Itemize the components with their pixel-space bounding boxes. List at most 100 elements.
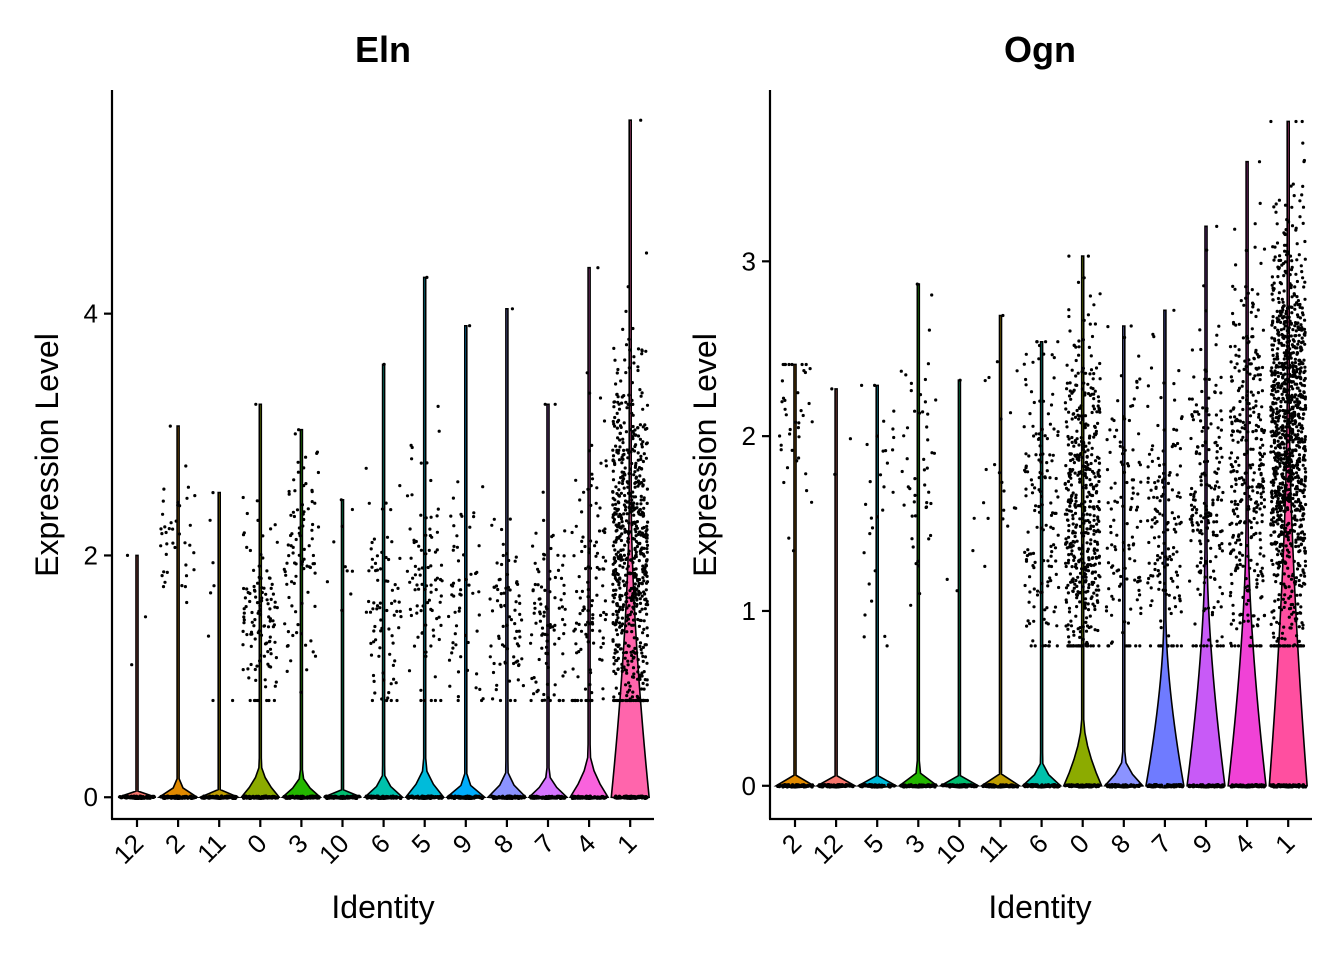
jitter-point (1096, 628, 1100, 633)
jitter-point (429, 583, 433, 587)
jitter-point (1203, 784, 1207, 788)
jitter-point (1121, 452, 1125, 456)
jitter-point (578, 612, 582, 616)
jitter-point (454, 624, 459, 628)
jitter-point (1244, 438, 1248, 442)
jitter-point (451, 548, 455, 552)
jitter-point (588, 683, 592, 687)
jitter-point (595, 593, 599, 597)
jitter-point (390, 588, 394, 592)
jitter-point (1070, 440, 1074, 444)
jitter-point (645, 626, 649, 630)
jitter-point (618, 534, 622, 538)
jitter-point (632, 655, 636, 659)
jitter-point (546, 665, 550, 670)
jitter-point (1229, 641, 1233, 646)
jitter-point (544, 661, 549, 666)
jitter-point (1027, 600, 1031, 604)
jitter-point (128, 795, 133, 799)
jitter-point (533, 606, 537, 610)
jitter-point (242, 618, 246, 622)
jitter-point (1162, 485, 1166, 489)
jitter-point (306, 507, 310, 511)
jitter-point (1241, 407, 1245, 412)
jitter-point (645, 599, 649, 604)
jitter-point (588, 622, 592, 626)
expr-points-5 (405, 275, 444, 703)
jitter-point (630, 695, 635, 699)
jitter-point (613, 569, 618, 573)
jitter-point (617, 698, 621, 703)
jitter-point (1081, 585, 1085, 589)
jitter-point (1093, 551, 1097, 556)
jitter-point (162, 794, 167, 799)
jitter-point (926, 362, 931, 366)
jitter-point (255, 499, 259, 503)
jitter-point (294, 537, 298, 542)
jitter-point (253, 667, 257, 672)
jitter-point (1074, 614, 1078, 618)
jitter-point (1075, 593, 1079, 597)
jitter-point (1073, 555, 1077, 560)
jitter-point (474, 571, 478, 576)
jitter-point (1262, 430, 1266, 435)
jitter-point (594, 576, 598, 580)
jitter-point (1256, 624, 1260, 628)
jitter-point (1081, 366, 1085, 370)
jitter-point (1046, 584, 1050, 588)
jitter-point (1215, 456, 1219, 460)
jitter-point (1090, 446, 1094, 450)
jitter-point (864, 502, 868, 506)
jitter-point (1138, 463, 1142, 467)
jitter-point (1191, 644, 1195, 648)
jitter-point (618, 577, 622, 581)
jitter-point (1196, 587, 1200, 591)
jitter-point (1238, 558, 1242, 562)
jitter-point (451, 641, 455, 645)
jitter-point (1113, 545, 1117, 549)
jitter-point (627, 337, 631, 341)
jitter-point (297, 526, 301, 530)
jitter-point (1097, 588, 1101, 592)
x-tick-label-6: 6 (364, 828, 395, 859)
jitter-point (211, 491, 215, 495)
jitter-point (583, 544, 587, 549)
jitter-point (611, 515, 615, 520)
jitter-point (1069, 619, 1073, 623)
jitter-point (614, 686, 618, 690)
jitter-point (413, 573, 417, 577)
jitter-point (1150, 459, 1154, 463)
jitter-point (621, 608, 625, 612)
jitter-point (579, 629, 584, 633)
jitter-point (1022, 362, 1026, 366)
jitter-point (1258, 507, 1262, 511)
jitter-point (1063, 783, 1068, 788)
jitter-point (1171, 579, 1175, 583)
jitter-point (192, 568, 196, 572)
jitter-point (1217, 435, 1221, 439)
jitter-point (1160, 551, 1164, 555)
jitter-point (1089, 461, 1093, 466)
jitter-point (1271, 410, 1275, 414)
jitter-point (636, 658, 640, 662)
jitter-point (645, 487, 650, 491)
jitter-point (625, 630, 629, 634)
jitter-point (273, 600, 277, 604)
jitter-point (1069, 397, 1073, 401)
jitter-point (627, 552, 631, 556)
jitter-point (413, 564, 417, 569)
jitter-point (480, 698, 484, 703)
jitter-point (531, 544, 535, 548)
jitter-point (785, 783, 789, 788)
jitter-point (1067, 553, 1071, 557)
jitter-point (1080, 531, 1084, 535)
jitter-point (1083, 426, 1087, 430)
jitter-point (509, 618, 513, 622)
jitter-point (1188, 517, 1192, 521)
jitter-point (616, 616, 620, 620)
jitter-point (632, 794, 636, 799)
jitter-point (231, 698, 235, 703)
jitter-point (266, 650, 270, 654)
jitter-point (1079, 439, 1084, 444)
jitter-point (1079, 470, 1083, 474)
